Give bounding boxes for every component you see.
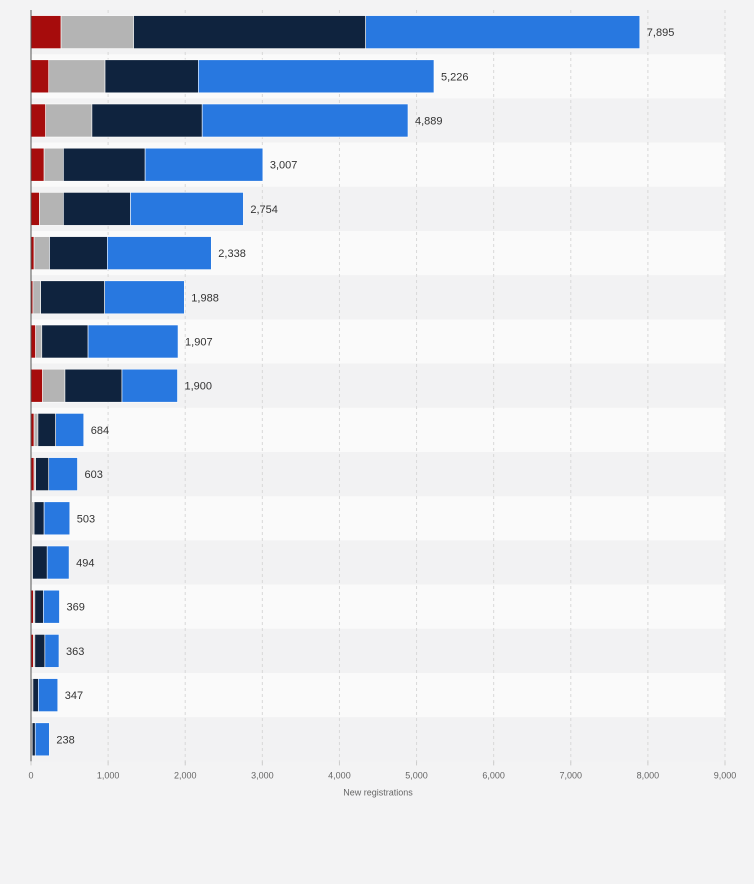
- bar-segment[interactable]: [202, 104, 408, 137]
- x-tick-label: 5,000: [405, 770, 428, 780]
- bar-segment[interactable]: [105, 60, 198, 93]
- bar-segment[interactable]: [43, 590, 59, 623]
- row-band: [31, 673, 725, 717]
- bar-segment[interactable]: [56, 413, 84, 446]
- bar-segment[interactable]: [32, 502, 34, 535]
- x-tick-label: 1,000: [97, 770, 120, 780]
- value-label: 1,988: [191, 292, 219, 304]
- x-axis-ticks: 0 1,000 2,000 3,000 4,000 5,000 6,000 7,000 8,00…: [28, 761, 736, 780]
- bar-segment[interactable]: [33, 546, 48, 579]
- bar-segment[interactable]: [47, 546, 69, 579]
- bar-segment[interactable]: [36, 325, 42, 358]
- row-band: [31, 540, 725, 584]
- bar-segment[interactable]: [88, 325, 178, 358]
- bar-segment[interactable]: [44, 502, 70, 535]
- bar-segment[interactable]: [61, 16, 133, 49]
- bar-segment[interactable]: [107, 237, 211, 270]
- bar-segment[interactable]: [43, 369, 65, 402]
- value-label: 4,889: [415, 116, 443, 128]
- value-label: 684: [91, 425, 109, 437]
- value-label: 238: [56, 734, 74, 746]
- x-tick-label: 8,000: [637, 770, 660, 780]
- bar-segment[interactable]: [31, 192, 39, 225]
- bar-segment[interactable]: [366, 16, 640, 49]
- value-label: 5,226: [441, 71, 469, 83]
- value-label: 347: [65, 690, 83, 702]
- bar-segment[interactable]: [31, 148, 44, 181]
- bar-segment[interactable]: [35, 634, 45, 667]
- bar-segment[interactable]: [31, 325, 36, 358]
- bar-segment[interactable]: [122, 369, 178, 402]
- row-band: [31, 496, 725, 540]
- bar-segment[interactable]: [46, 104, 92, 137]
- bar-segment[interactable]: [34, 413, 38, 446]
- bar-segment[interactable]: [198, 60, 434, 93]
- bar-segment[interactable]: [34, 502, 44, 535]
- bar-segment[interactable]: [45, 634, 59, 667]
- bar-segment[interactable]: [31, 369, 43, 402]
- bar-segment[interactable]: [130, 192, 243, 225]
- bar-segment[interactable]: [31, 60, 49, 93]
- x-tick-label: 4,000: [328, 770, 351, 780]
- value-label: 363: [66, 646, 84, 658]
- bar-segment[interactable]: [35, 723, 49, 756]
- value-label: 503: [77, 513, 95, 525]
- bar-segment[interactable]: [34, 237, 49, 270]
- row-band: [31, 408, 725, 452]
- value-label: 603: [84, 469, 102, 481]
- bar-segment[interactable]: [42, 325, 88, 358]
- bar-segment[interactable]: [105, 281, 185, 314]
- x-tick-label: 7,000: [560, 770, 583, 780]
- bar-segment[interactable]: [50, 237, 108, 270]
- x-tick-label: 9,000: [714, 770, 737, 780]
- bar-segment[interactable]: [33, 281, 41, 314]
- x-tick-label: 6,000: [482, 770, 505, 780]
- x-tick-label: 2,000: [174, 770, 197, 780]
- bar-segment[interactable]: [49, 60, 105, 93]
- bar-segment[interactable]: [41, 281, 105, 314]
- bar-segment[interactable]: [145, 148, 263, 181]
- bar-segment[interactable]: [65, 369, 122, 402]
- bar-segment[interactable]: [38, 413, 56, 446]
- bar-segment[interactable]: [35, 590, 43, 623]
- value-label: 2,338: [218, 248, 246, 260]
- value-label: 1,907: [185, 337, 213, 349]
- bar-segment[interactable]: [49, 458, 78, 491]
- x-axis-title: New registrations: [343, 787, 413, 797]
- x-tick-label: 0: [28, 770, 33, 780]
- bar-segment[interactable]: [39, 192, 63, 225]
- bar-segment[interactable]: [134, 16, 366, 49]
- value-label: 494: [76, 558, 94, 570]
- bar-segment[interactable]: [44, 148, 63, 181]
- value-label: 369: [66, 602, 84, 614]
- bar-segment[interactable]: [32, 723, 35, 756]
- bar-segment[interactable]: [31, 104, 46, 137]
- bar-segment[interactable]: [92, 104, 202, 137]
- value-label: 7,895: [647, 27, 675, 39]
- bar-segment[interactable]: [63, 192, 130, 225]
- value-label: 1,900: [185, 381, 213, 393]
- value-label: 3,007: [270, 160, 298, 172]
- bar-segment[interactable]: [31, 16, 61, 49]
- bar-segment[interactable]: [33, 679, 38, 712]
- bar-segment[interactable]: [63, 148, 145, 181]
- bar-segment[interactable]: [38, 679, 57, 712]
- row-band: [31, 585, 725, 629]
- x-tick-label: 3,000: [251, 770, 274, 780]
- row-band: [31, 452, 725, 496]
- value-label: 2,754: [250, 204, 278, 216]
- row-band: [31, 717, 725, 761]
- bar-segment[interactable]: [36, 458, 49, 491]
- row-band: [31, 629, 725, 673]
